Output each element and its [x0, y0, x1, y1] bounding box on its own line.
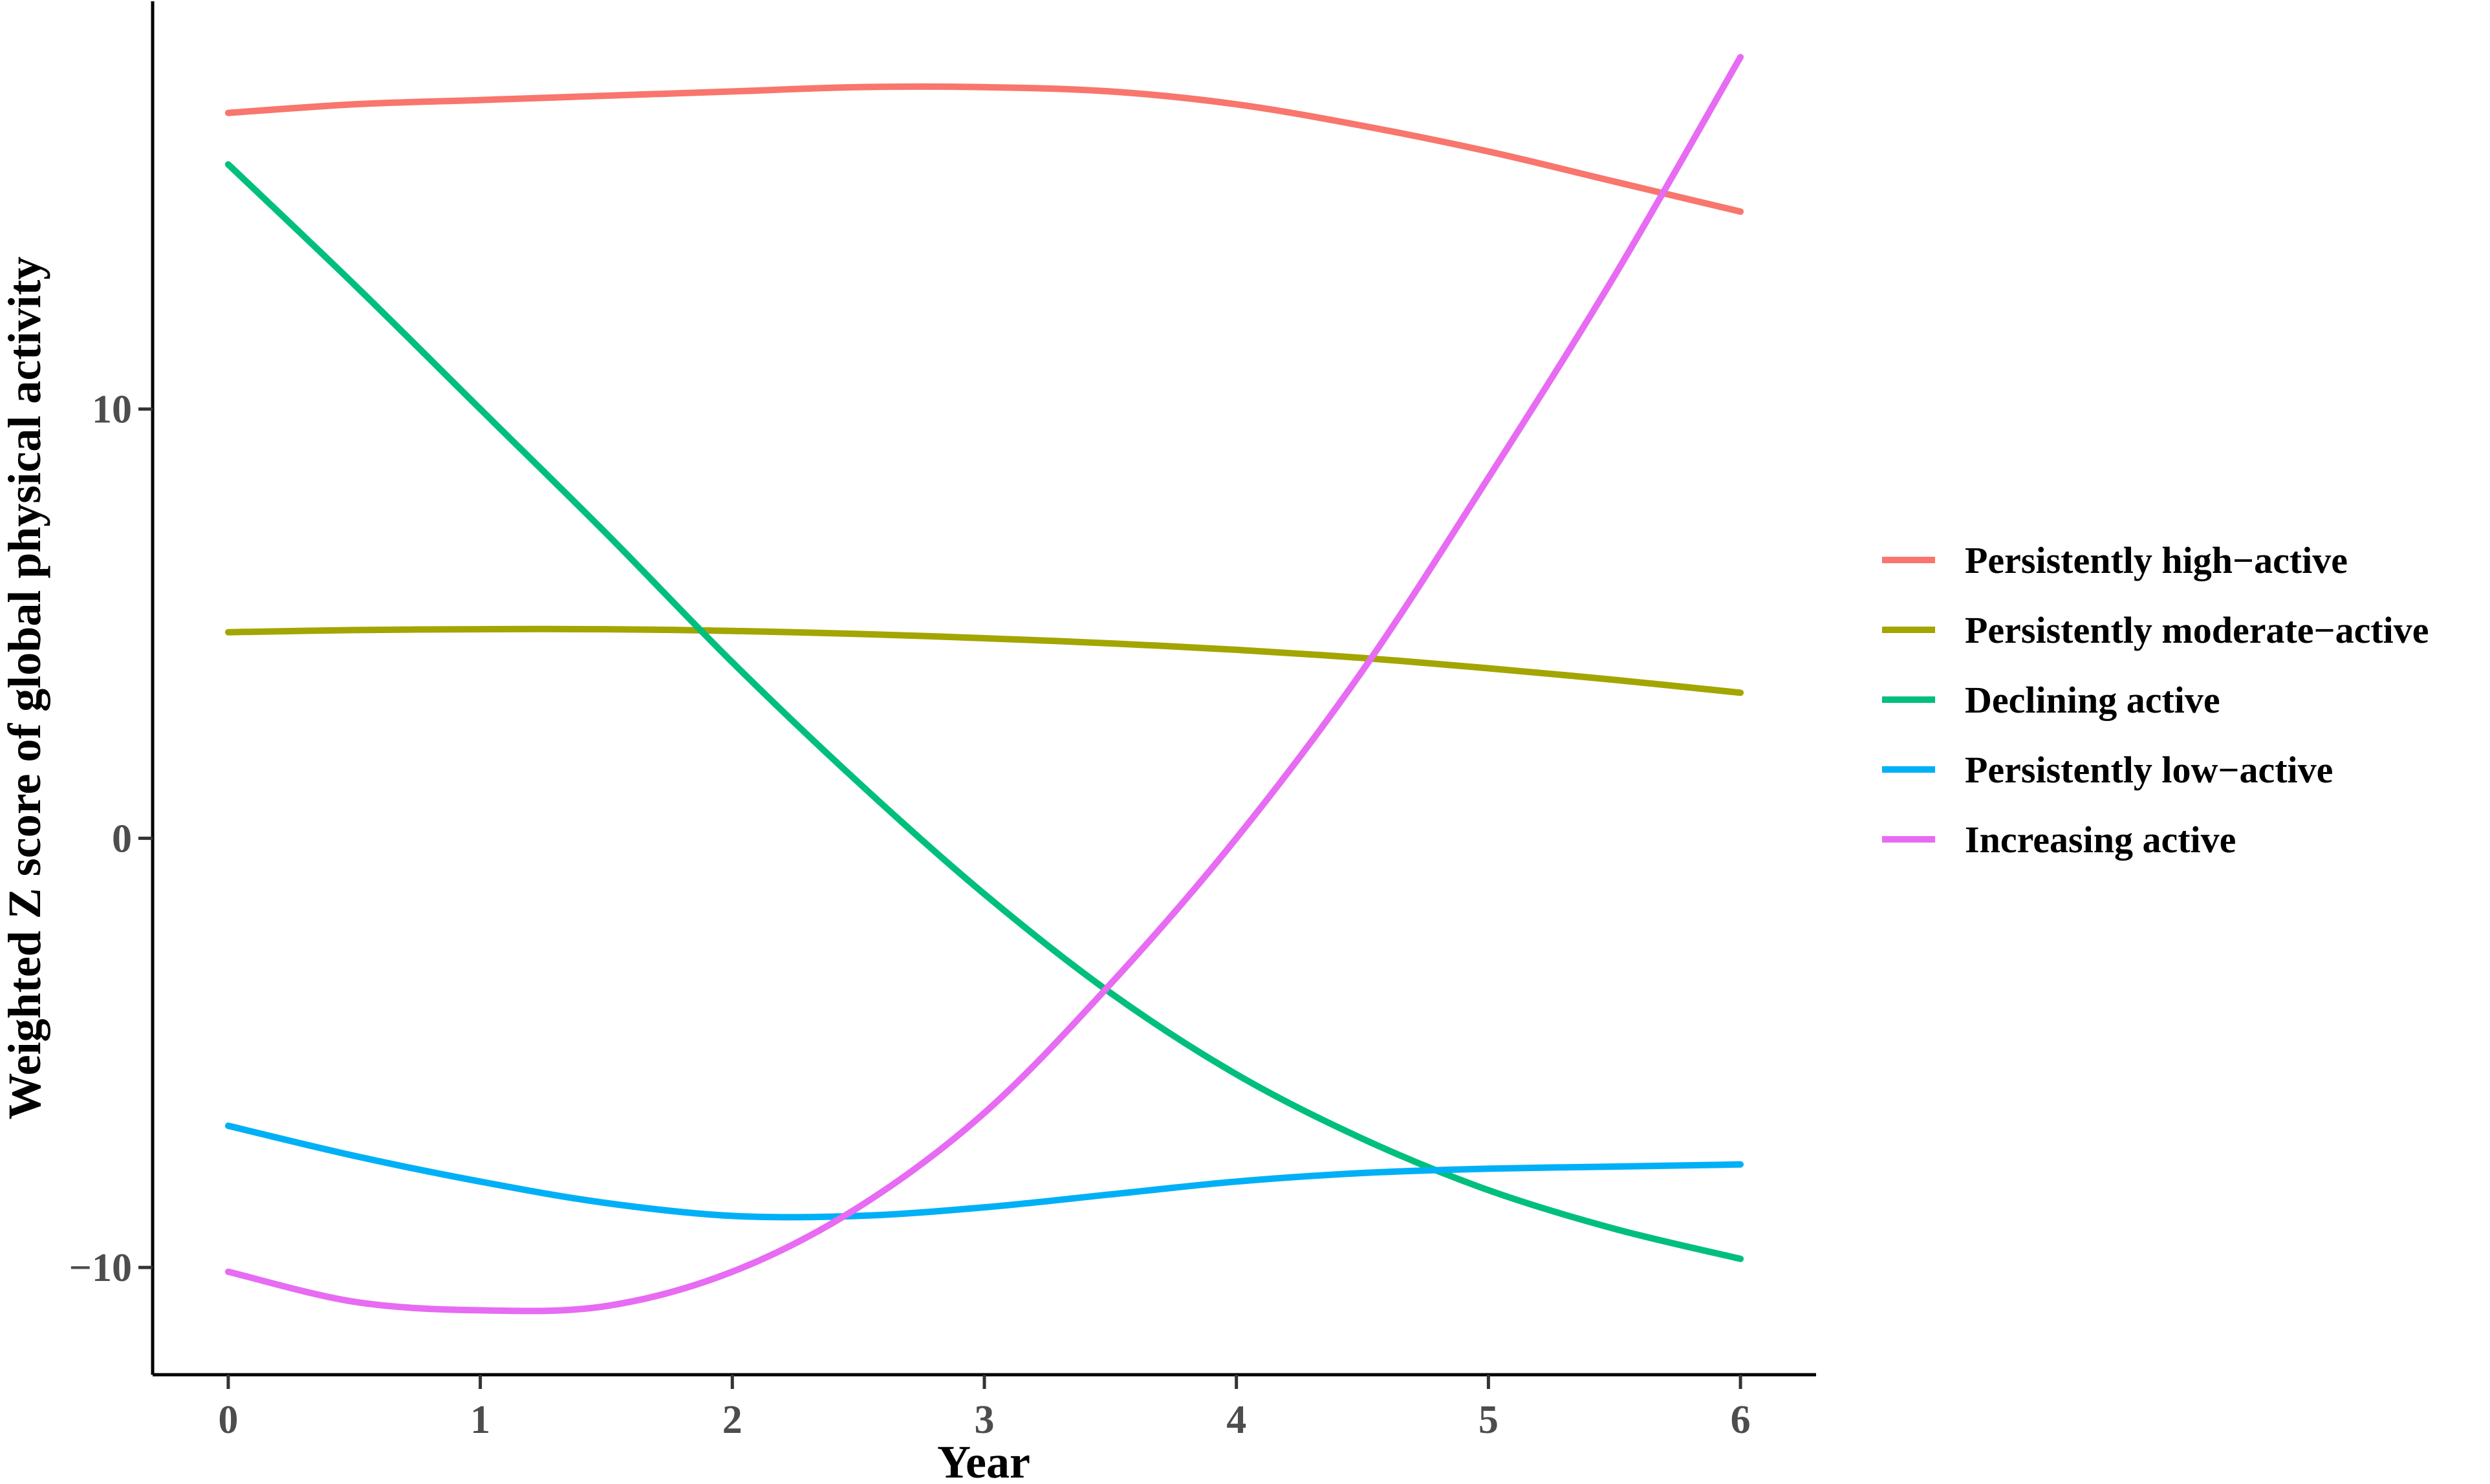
x-tick-label: 0 — [218, 1398, 238, 1442]
legend-label-3: Declining active — [1965, 679, 2220, 721]
legend-label-1: Persistently high−active — [1965, 539, 2348, 581]
legend-label-4: Persistently low−active — [1965, 749, 2333, 791]
legend-label-2: Persistently moderate−active — [1965, 609, 2429, 651]
x-tick-label: 6 — [1731, 1398, 1751, 1442]
series-line-3 — [224, 161, 1744, 1262]
legend: Persistently high−active Persistently mod… — [1882, 539, 2429, 861]
x-tick-label: 4 — [1226, 1398, 1246, 1442]
y-tick-label: −10 — [69, 1246, 132, 1290]
y-tick-label: 0 — [112, 817, 132, 861]
y-axis-title: Weighted Z score of global physical acti… — [0, 257, 50, 1120]
series-line-1 — [224, 83, 1744, 215]
legend-label-5: Increasing active — [1965, 819, 2236, 861]
series-line-2 — [224, 625, 1744, 696]
x-tick-label: 5 — [1478, 1398, 1499, 1442]
x-tick-label: 2 — [722, 1398, 742, 1442]
plot-series — [224, 54, 1744, 1315]
series-line-4 — [224, 1123, 1744, 1221]
y-ticks: 10 0 −10 — [69, 388, 153, 1290]
x-axis-title: Year — [937, 1436, 1030, 1484]
y-tick-label: 10 — [92, 388, 132, 432]
x-ticks: 0 1 2 3 4 5 6 — [218, 1375, 1751, 1442]
series-line-5 — [224, 54, 1744, 1315]
x-tick-label: 3 — [975, 1398, 995, 1442]
x-tick-label: 1 — [470, 1398, 490, 1442]
